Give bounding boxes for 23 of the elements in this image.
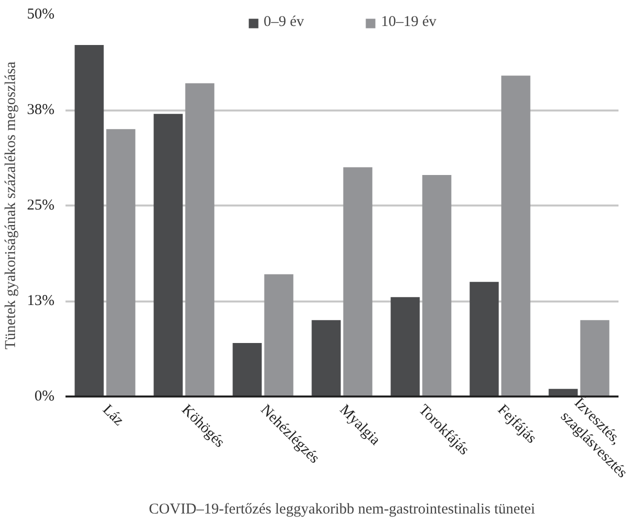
legend-label: 0–9 év	[264, 14, 304, 31]
y-tick-label: 50%	[27, 6, 55, 22]
bar	[470, 282, 499, 396]
bar	[232, 343, 262, 396]
y-tick-label: 13%	[27, 293, 55, 309]
bar	[580, 320, 610, 396]
bar	[343, 167, 372, 396]
bar	[264, 274, 294, 396]
y-tick-label: 38%	[27, 102, 55, 118]
bar	[390, 297, 420, 396]
x-axis-title: COVID–19-fertőzés leggyakoribb nem-gastrointestinalis tünetei	[148, 502, 536, 518]
bar	[74, 45, 104, 396]
bar	[185, 83, 214, 396]
bar	[312, 320, 341, 396]
bar	[422, 174, 452, 396]
y-tick-label: 0%	[34, 388, 55, 404]
bar	[154, 114, 183, 396]
y-tick-label: 25%	[27, 198, 55, 214]
bar	[501, 76, 530, 396]
y-axis-title: Tünetek gyakoriságának százalékos megoszlása	[3, 61, 20, 350]
x-tick-label: Láz	[99, 402, 127, 430]
bar	[106, 129, 136, 396]
legend-label: 10–19 év	[381, 14, 436, 31]
